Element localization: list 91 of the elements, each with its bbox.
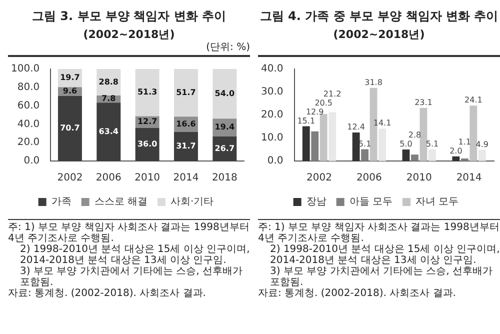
x-tick-label: 2006 <box>96 172 122 184</box>
text: 자료: 통계청. (2002-2018). 사회조사 결과. <box>258 288 457 299</box>
bar <box>96 102 121 161</box>
y-tick-label: 60.0 <box>17 100 40 112</box>
y-tick-label: 40.0 <box>17 118 40 130</box>
data-label: 2.8 <box>408 130 422 140</box>
x-tick-label: 2010 <box>406 172 432 184</box>
x-tick-label: 2014 <box>173 172 199 184</box>
legend-label: 스스로 해결 <box>94 196 148 208</box>
bar <box>411 154 418 161</box>
data-label: 54.0 <box>214 88 235 98</box>
data-label: 7.8 <box>102 94 116 104</box>
data-label: 24.1 <box>464 96 482 105</box>
y-tick-label: 20.0 <box>261 110 284 121</box>
data-label: 1.1 <box>458 137 472 146</box>
data-label: 21.2 <box>323 89 342 98</box>
bar <box>320 114 328 161</box>
chart-title: 그림 3. 부모 부양 책임자 변화 추이 <box>31 8 227 25</box>
text: (단위: %) <box>206 42 250 53</box>
data-label: 23.1 <box>414 98 432 107</box>
bar <box>58 96 82 161</box>
y-tick-label: 80.0 <box>17 82 40 93</box>
data-label: 16.6 <box>176 119 196 128</box>
y-tick-label: 100.0 <box>10 64 40 75</box>
data-label: 51.7 <box>176 88 196 97</box>
text: 3) 부모 부양 가치관에서 기타에는 스승, 선후배가 포함됨. <box>19 266 244 288</box>
bar <box>378 128 386 161</box>
data-label: 14.1 <box>373 118 392 128</box>
bar <box>174 132 198 161</box>
bar <box>135 69 160 116</box>
bar <box>428 149 436 161</box>
bar <box>328 112 336 161</box>
bar <box>452 156 460 161</box>
legend-label: 가족 <box>51 196 72 208</box>
bar <box>352 132 360 161</box>
bar <box>361 149 369 161</box>
data-label: 31.8 <box>364 78 382 87</box>
chart-subtitle: (2002~2018년) <box>332 27 426 42</box>
y-tick-label: 40.0 <box>261 64 284 75</box>
legend-label: 아들 모두 <box>349 196 393 208</box>
bar <box>420 108 428 161</box>
bar <box>402 150 410 161</box>
data-label: 19.4 <box>214 122 235 132</box>
data-label: 12.9 <box>306 107 324 116</box>
text: 2) 1998-2010년 분석 대상은 15세 이상 인구이며, 2014-2018년 분석 대상은 13세 이상 인구임. <box>269 244 500 266</box>
bar <box>470 106 478 161</box>
x-tick-label: 2006 <box>356 172 382 184</box>
text: 3) 부모 부양 가치관에서 기타에는 스승, 선후배가 포함됨. <box>269 266 494 288</box>
data-label: 2.0 <box>450 146 462 156</box>
data-label: 70.7 <box>60 124 80 133</box>
text: 자료: 통계청. (2002-2018). 사회조사 결과. <box>8 288 207 299</box>
x-tick-label: 2002 <box>306 172 332 184</box>
data-label: 36.0 <box>137 140 158 149</box>
data-label: 15.1 <box>297 116 316 126</box>
data-label: 12.4 <box>347 122 365 132</box>
text: 2) 1998-2010년 분석 대상은 15세 이상 인구이며, 2014-2018년 분석 대상은 13세 이상 인구임. <box>19 244 250 266</box>
bar <box>311 131 319 161</box>
x-tick-label: 2002 <box>57 172 83 184</box>
text: 주: 1) 부모 부양 책임자 사회조사 결과는 1998년부터 4년 주기조사로 수행됨. <box>258 222 500 244</box>
y-tick-label: 0.0 <box>24 156 40 167</box>
y-tick-label: 30.0 <box>261 86 284 98</box>
y-tick-label: 0.0 <box>267 156 284 167</box>
bar <box>174 69 198 117</box>
data-label: 28.8 <box>98 77 119 86</box>
x-tick-label: 2010 <box>134 172 160 184</box>
legend-label: 장남 <box>306 196 326 208</box>
legend-label: 사회·기타 <box>170 196 214 208</box>
data-label: 4.9 <box>476 140 489 149</box>
data-label: 20.5 <box>314 98 333 108</box>
data-label: 5.1 <box>426 139 439 148</box>
x-tick-label: 2018 <box>212 172 238 184</box>
chart-title: 그림 4. 가족 중 부모 부양 책임자 변화 추이 <box>258 8 500 25</box>
data-label: 12.7 <box>137 117 158 126</box>
y-tick-label: 20.0 <box>17 137 40 148</box>
bar <box>478 150 486 161</box>
bar <box>212 69 237 119</box>
text: 주: 1) 부모 부양 책임자 사회조사 결과는 1998년부터 4년 주기조사로 수행됨. <box>8 222 250 244</box>
data-label: 5.0 <box>400 140 412 149</box>
data-label: 51.3 <box>137 88 158 97</box>
x-tick-label: 2014 <box>456 172 482 184</box>
data-label: 63.4 <box>98 126 119 136</box>
legend-label: 자녀 모두 <box>416 196 459 208</box>
chart-subtitle: (2002~2018년) <box>82 27 176 42</box>
bar <box>135 128 160 161</box>
data-label: 19.7 <box>60 73 80 82</box>
y-tick-label: 10.0 <box>261 132 284 144</box>
data-label: 26.7 <box>214 144 235 153</box>
bar <box>302 126 310 161</box>
data-label: 31.7 <box>176 141 196 150</box>
bar <box>460 158 468 161</box>
data-label: 9.6 <box>62 86 78 96</box>
